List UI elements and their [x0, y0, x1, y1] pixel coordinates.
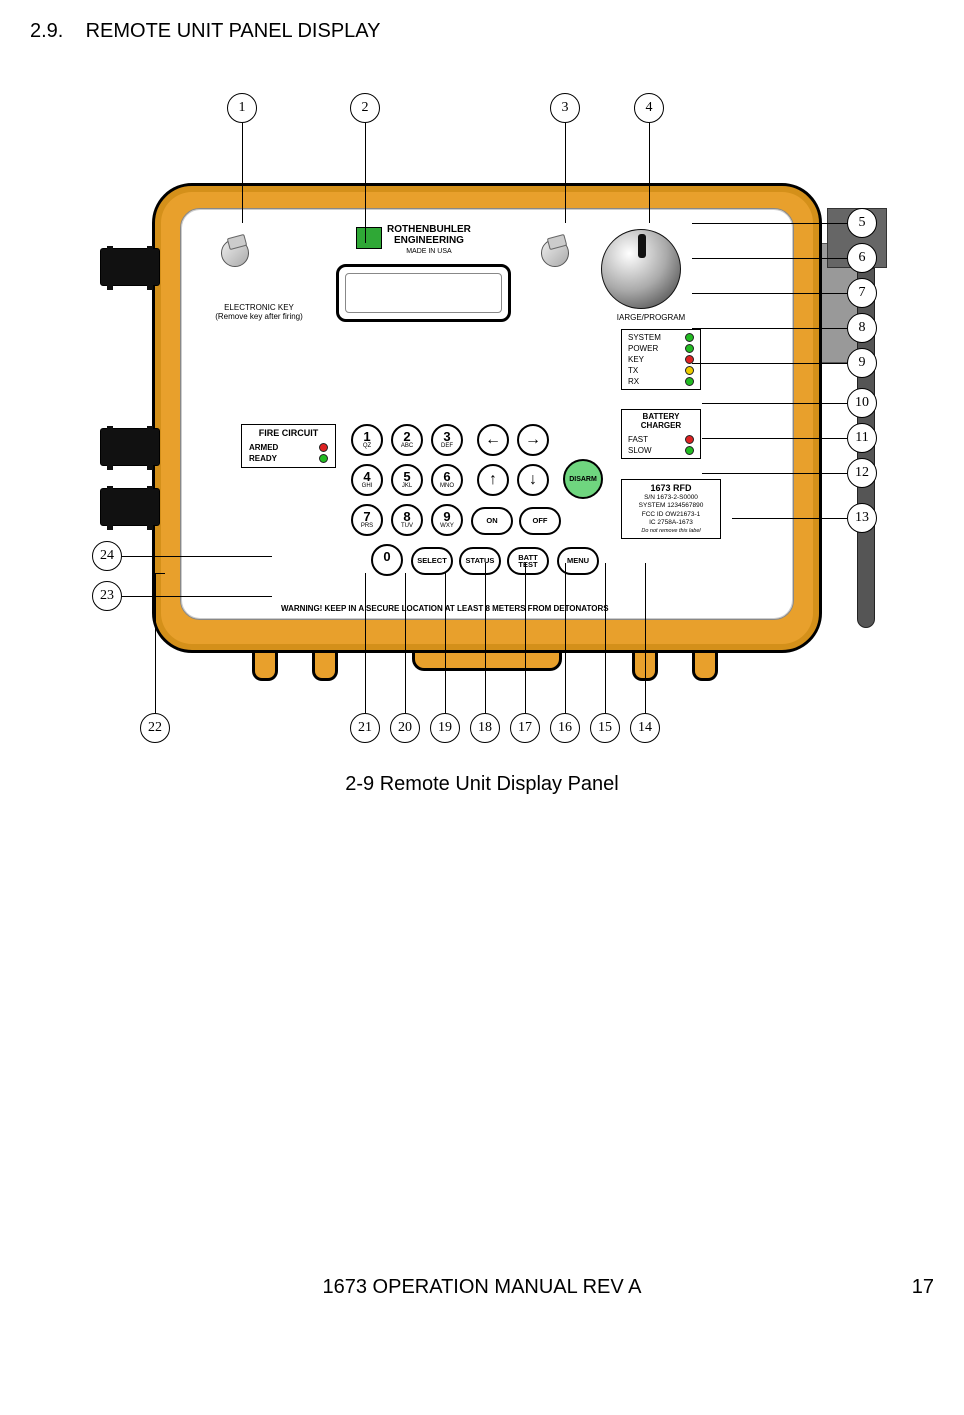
- arrow-right: →: [517, 424, 549, 456]
- key-5: 5JKL: [391, 464, 423, 496]
- callout-22: 22: [140, 713, 170, 743]
- callout-9: 9: [847, 348, 877, 378]
- callout-13: 13: [847, 503, 877, 533]
- on-button: ON: [471, 507, 513, 535]
- callout-3: 3: [550, 93, 580, 123]
- unit-body: ELECTRONIC KEY(Remove key after firing) …: [152, 183, 822, 653]
- warning-text: WARNING! KEEP IN A SECURE LOCATION AT LE…: [281, 604, 609, 613]
- callout-16: 16: [550, 713, 580, 743]
- off-button: OFF: [519, 507, 561, 535]
- callout-24: 24: [92, 541, 122, 571]
- callout-1: 1: [227, 93, 257, 123]
- callout-23: 23: [92, 581, 122, 611]
- connector-mid: [100, 428, 160, 466]
- callout-19: 19: [430, 713, 460, 743]
- key-1: 1QZ: [351, 424, 383, 456]
- section-title-text: REMOTE UNIT PANEL DISPLAY: [86, 20, 381, 42]
- callout-10: 10: [847, 388, 877, 418]
- menu-button: MENU: [557, 547, 599, 575]
- connector-bot: [100, 488, 160, 526]
- callout-2: 2: [350, 93, 380, 123]
- key-7: 7PRS: [351, 504, 383, 536]
- footer-doc: 1673 OPERATION MANUAL REV A: [30, 1276, 934, 1299]
- select-button: SELECT: [411, 547, 453, 575]
- callout-8: 8: [847, 313, 877, 343]
- footer-page: 17: [912, 1276, 934, 1299]
- brand-logo: [356, 227, 382, 249]
- arrow-up: ↑: [477, 464, 509, 496]
- fire-panel: FIRE CIRCUIT ARMED READY: [241, 424, 336, 468]
- callout-11: 11: [847, 423, 877, 453]
- callout-12: 12: [847, 458, 877, 488]
- section-number: 2.9.: [30, 20, 63, 42]
- knob: [601, 229, 681, 309]
- key-post-right: [541, 239, 569, 267]
- figure: 1 2 3 4 5 6 7 8 9 10 11 12 13 24 23 22: [30, 73, 934, 796]
- key-9: 9WXY: [431, 504, 463, 536]
- id-label: 1673 RFD S/N 1673-2-S0000 SYSTEM 1234567…: [621, 479, 721, 539]
- brand-text: ROTHENBUHLER ENGINEERING MADE IN USA: [387, 225, 471, 257]
- callout-4: 4: [634, 93, 664, 123]
- arrow-left: ←: [477, 424, 509, 456]
- arrow-down: ↓: [517, 464, 549, 496]
- callout-17: 17: [510, 713, 540, 743]
- callout-6: 6: [847, 243, 877, 273]
- key-3: 3DEF: [431, 424, 463, 456]
- disarm-button: DISARM: [563, 459, 603, 499]
- callout-5: 5: [847, 208, 877, 238]
- callout-7: 7: [847, 278, 877, 308]
- callout-14: 14: [630, 713, 660, 743]
- key-6: 6MNO: [431, 464, 463, 496]
- battery-panel: BATTERY CHARGER FAST SLOW: [621, 409, 701, 459]
- key-2: 2ABC: [391, 424, 423, 456]
- callout-18: 18: [470, 713, 500, 743]
- section-heading: 2.9. REMOTE UNIT PANEL DISPLAY: [30, 20, 934, 43]
- callout-21: 21: [350, 713, 380, 743]
- status-button: STATUS: [459, 547, 501, 575]
- electronic-key-label: ELECTRONIC KEY(Remove key after firing): [199, 304, 319, 322]
- callout-20: 20: [390, 713, 420, 743]
- diagram: 1 2 3 4 5 6 7 8 9 10 11 12 13 24 23 22: [72, 73, 892, 753]
- key-4: 4GHI: [351, 464, 383, 496]
- key-8: 8TUV: [391, 504, 423, 536]
- connector-top: [100, 248, 160, 286]
- figure-caption: 2-9 Remote Unit Display Panel: [30, 773, 934, 796]
- status-panel: SYSTEM POWER KEY TX RX: [621, 329, 701, 390]
- key-post-left: [221, 239, 249, 267]
- batt-test-button: BATT TEST: [507, 547, 549, 575]
- page-footer: 1673 OPERATION MANUAL REV A 17: [30, 1276, 934, 1299]
- key-0: 0: [371, 544, 403, 576]
- callout-15: 15: [590, 713, 620, 743]
- faceplate: ELECTRONIC KEY(Remove key after firing) …: [180, 208, 794, 620]
- lcd-display: [336, 264, 511, 322]
- charge-program-label: IARGE/PROGRAM: [611, 314, 691, 323]
